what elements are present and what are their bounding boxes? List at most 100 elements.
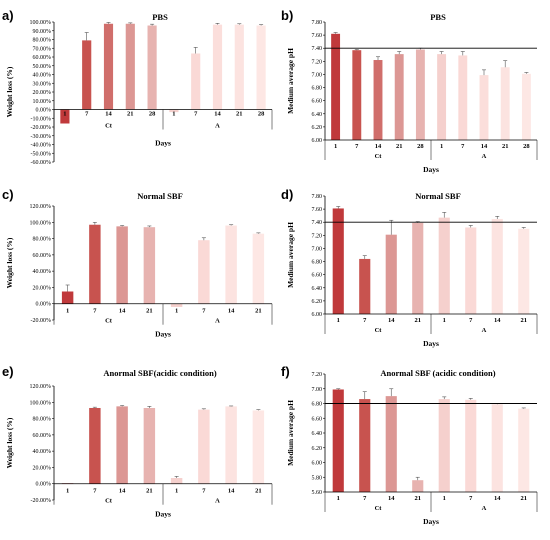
x-tick-label: 14: [375, 143, 382, 150]
x-tick-label: 21: [521, 317, 528, 324]
y-tick-label: 100.00%: [30, 20, 52, 26]
y-tick-label: 7.60: [312, 207, 323, 213]
y-tick-label: -50.00%: [31, 151, 52, 157]
bar: [170, 303, 183, 307]
x-tick-label: 14: [388, 495, 395, 502]
group-label: Ct: [375, 327, 383, 334]
x-axis-label: Days: [423, 339, 439, 348]
x-tick-label: 21: [146, 308, 153, 315]
y-tick-label: 40.00%: [33, 73, 52, 79]
y-tick-label: 60.00%: [33, 433, 52, 439]
y-tick-label: -30.00%: [31, 134, 52, 140]
x-tick-label: 21: [127, 111, 134, 118]
bar: [491, 218, 503, 314]
chart-title: Anormal SBF(acidic condition): [103, 368, 217, 378]
bar: [198, 240, 210, 304]
x-tick-label: 7: [469, 317, 473, 324]
x-tick-label: 14: [228, 308, 235, 315]
x-tick-label: 7: [202, 308, 206, 315]
bar: [412, 222, 424, 314]
y-tick-label: 0.00%: [36, 302, 52, 308]
y-tick-label: 6.60: [312, 99, 323, 105]
x-tick-label: 21: [255, 488, 262, 495]
x-tick-label: 21: [255, 308, 262, 315]
y-axis-label: Weight loss (%): [5, 66, 14, 117]
y-tick-label: 20.00%: [33, 465, 52, 471]
y-tick-label: 0.00%: [36, 108, 52, 114]
bar: [116, 406, 128, 484]
y-tick-label: 0.00%: [36, 482, 52, 488]
y-tick-label: 7.20: [312, 372, 323, 378]
x-tick-label: 7: [202, 488, 206, 495]
group-label: Ct: [105, 123, 113, 130]
bar: [170, 478, 183, 484]
x-axis-label: Days: [155, 330, 171, 339]
y-tick-label: 6.40: [312, 286, 323, 292]
y-tick-label: -20.00%: [31, 498, 52, 504]
y-tick-label: 7.00: [312, 387, 323, 393]
bar: [412, 480, 424, 492]
bar: [256, 25, 266, 110]
x-tick-label: 14: [228, 488, 235, 495]
x-tick-label: 14: [105, 111, 112, 118]
y-tick-label: 6.60: [312, 273, 323, 279]
chart-title: Normal SBF: [415, 191, 461, 201]
y-tick-label: 90.00%: [33, 29, 52, 35]
chart-panel-b: b) PBS 6.00 6.20 6.40 6.60 6.80 7.00 7.20 7.40 7.6…: [281, 8, 538, 174]
x-tick-label: 7: [93, 488, 97, 495]
bar: [479, 75, 489, 140]
bar: [234, 24, 244, 110]
x-tick-label: 14: [214, 111, 221, 118]
y-tick-label: 7.80: [312, 20, 323, 26]
bar: [169, 109, 179, 113]
y-tick-label: 6.00: [312, 312, 323, 318]
bar: [373, 60, 383, 141]
bar: [500, 67, 510, 140]
y-tick-label: 100.00%: [30, 400, 52, 406]
bar: [385, 234, 397, 314]
chart-title: Anormal SBF (acidic condition): [380, 368, 495, 378]
panel-label: b): [281, 8, 293, 23]
x-tick-label: 21: [415, 495, 422, 502]
bar: [212, 24, 223, 110]
bar: [437, 54, 447, 140]
bar: [225, 225, 237, 304]
bar: [143, 407, 156, 484]
x-tick-label: 1: [337, 495, 340, 502]
x-tick-label: 1: [66, 488, 69, 495]
bar: [89, 224, 101, 304]
bar: [415, 49, 425, 140]
x-axis-label: Days: [155, 139, 171, 148]
x-tick-label: 1: [172, 111, 175, 118]
x-tick-label: 14: [119, 308, 126, 315]
y-tick-label: 30.00%: [33, 81, 52, 87]
x-tick-label: 21: [521, 495, 528, 502]
panel-label: a): [2, 8, 14, 23]
bar: [518, 408, 530, 492]
y-tick-label: 7.20: [312, 233, 323, 239]
y-axis-label: Weight loss (%): [5, 417, 14, 468]
y-tick-label: 40.00%: [33, 449, 52, 455]
y-tick-label: 5.60: [312, 490, 323, 496]
bar: [359, 258, 371, 314]
bar: [252, 410, 265, 484]
x-tick-label: 14: [494, 495, 501, 502]
bar: [116, 226, 128, 304]
y-tick-label: 80.00%: [33, 237, 52, 243]
x-tick-label: 14: [388, 317, 395, 324]
x-tick-label: 1: [66, 308, 69, 315]
y-tick-label: 6.80: [312, 402, 323, 408]
x-tick-label: 28: [417, 143, 424, 150]
x-tick-label: 1: [337, 317, 340, 324]
panel-label: d): [281, 187, 293, 202]
y-tick-label: 70.00%: [33, 46, 52, 52]
panel-label: c): [2, 187, 14, 202]
y-tick-label: 20.00%: [33, 285, 52, 291]
y-tick-label: 120.00%: [30, 204, 52, 210]
x-tick-label: 1: [443, 317, 446, 324]
y-axis-label: Medium average pH: [286, 400, 295, 466]
x-axis-label: Days: [423, 165, 439, 174]
y-tick-label: -40.00%: [31, 143, 52, 149]
chart-title: Normal SBF: [137, 191, 183, 201]
